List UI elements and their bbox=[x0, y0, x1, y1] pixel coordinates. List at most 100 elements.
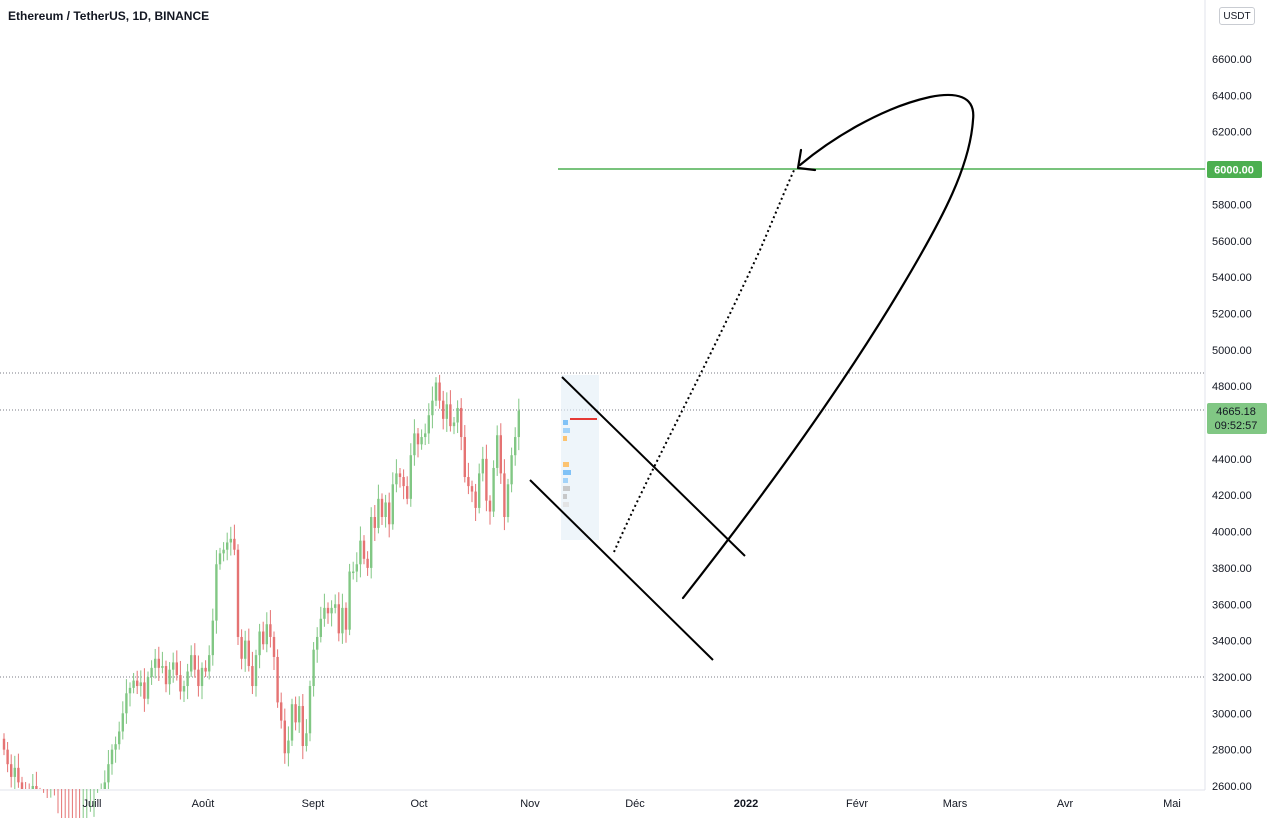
bullish-candle bbox=[308, 686, 312, 734]
bearish-candle bbox=[2, 738, 6, 750]
price-axis[interactable]: 2600.00 2800.00 3000.00 3200.00 3400.00 3600.… bbox=[1212, 54, 1252, 793]
bullish-candle bbox=[182, 686, 186, 692]
bullish-candle bbox=[128, 687, 132, 694]
bullish-candle bbox=[341, 607, 344, 634]
bullish-candle bbox=[132, 680, 135, 688]
volume-profile-bars bbox=[563, 420, 571, 507]
bullish-candle bbox=[107, 764, 110, 783]
bearish-candle bbox=[175, 662, 178, 676]
bullish-candle bbox=[290, 704, 294, 741]
bearish-candle bbox=[283, 720, 286, 754]
bullish-candle bbox=[298, 706, 301, 723]
bearish-candle bbox=[197, 669, 200, 687]
bullish-candle bbox=[190, 655, 193, 672]
price-tick-label: 4400.00 bbox=[1212, 454, 1252, 466]
chart-title: Ethereum / TetherUS, 1D, BINANCE bbox=[8, 9, 210, 23]
bullish-candle bbox=[218, 553, 222, 565]
channel-lower-line[interactable] bbox=[529, 479, 714, 661]
bearish-candle bbox=[179, 675, 182, 692]
bullish-candle bbox=[445, 404, 448, 419]
time-tick-label: Déc bbox=[625, 798, 645, 810]
bullish-candle bbox=[434, 382, 438, 401]
price-tick-label: 3800.00 bbox=[1212, 563, 1252, 575]
time-axis[interactable]: Juill Août Sept Oct Nov Déc 2022 Févr Mars Avr Mai bbox=[83, 798, 1181, 810]
bearish-candle bbox=[467, 477, 470, 487]
bearish-candle bbox=[362, 540, 366, 559]
bullish-candle bbox=[168, 669, 171, 685]
bearish-candle bbox=[474, 491, 477, 508]
bearish-candle bbox=[337, 604, 340, 634]
bearish-candle bbox=[402, 477, 405, 487]
bullish-candle bbox=[229, 538, 232, 543]
bearish-candle bbox=[240, 636, 243, 659]
bullish-candle bbox=[510, 455, 513, 485]
bullish-candle bbox=[244, 640, 247, 659]
bearish-candle bbox=[233, 538, 236, 550]
price-tick-label: 5200.00 bbox=[1212, 308, 1252, 320]
bullish-candle bbox=[312, 649, 315, 687]
time-tick-label: Sept bbox=[302, 798, 325, 810]
time-tick-label: Mai bbox=[1163, 798, 1181, 810]
bullish-candle bbox=[391, 484, 394, 525]
price-tick-label: 3000.00 bbox=[1212, 708, 1252, 720]
price-tick-label: 4200.00 bbox=[1212, 490, 1252, 502]
bearish-candle bbox=[344, 607, 348, 630]
bearish-candle bbox=[373, 517, 376, 528]
bullish-candle bbox=[208, 655, 211, 672]
volume-profile-bar bbox=[563, 428, 570, 433]
volume-profile-bar bbox=[563, 478, 568, 483]
bullish-candle bbox=[481, 458, 484, 474]
price-tick-label: 3400.00 bbox=[1212, 636, 1252, 648]
time-tick-label: Avr bbox=[1057, 798, 1074, 810]
volume-profile-bar bbox=[563, 436, 567, 441]
bearish-candle bbox=[280, 702, 283, 721]
currency-button[interactable]: USDT bbox=[1219, 7, 1255, 25]
bullish-candle bbox=[370, 517, 373, 568]
bearish-candle bbox=[272, 636, 276, 657]
bearish-candle bbox=[503, 473, 506, 518]
bullish-candle bbox=[114, 744, 117, 750]
price-tick-label: 6600.00 bbox=[1212, 54, 1252, 66]
bearish-candle bbox=[10, 764, 13, 777]
bullish-candle bbox=[258, 631, 261, 656]
time-tick-label: 2022 bbox=[734, 798, 758, 810]
bearish-candle bbox=[301, 706, 304, 747]
bearish-candle bbox=[247, 640, 250, 667]
bullish-candle bbox=[287, 740, 290, 754]
volume-profile-bar bbox=[563, 502, 569, 507]
bullish-candle bbox=[319, 618, 322, 637]
volume-profile-bar bbox=[563, 462, 569, 467]
bullish-candle bbox=[31, 786, 34, 789]
channel-upper-line[interactable] bbox=[561, 376, 746, 557]
time-tick-label: Août bbox=[192, 798, 215, 810]
bullish-candle bbox=[146, 676, 150, 699]
price-tick-label: 3600.00 bbox=[1212, 599, 1252, 611]
bullish-candle bbox=[478, 473, 481, 508]
bearish-candle bbox=[294, 704, 297, 723]
bearish-candle bbox=[276, 656, 279, 703]
bearish-candle bbox=[398, 473, 402, 478]
bullish-candle bbox=[161, 666, 164, 668]
price-tick-label: 2800.00 bbox=[1212, 745, 1252, 757]
current-price-value: 4665.18 bbox=[1216, 406, 1256, 418]
bullish-candle bbox=[420, 437, 423, 445]
bearish-candle bbox=[449, 404, 452, 427]
bullish-candle bbox=[359, 540, 362, 565]
volume-profile-bar bbox=[563, 494, 567, 499]
bearish-candle bbox=[438, 382, 441, 401]
bearish-candle bbox=[157, 658, 160, 668]
current-price-badge: 4665.18 09:52:57 bbox=[1207, 403, 1267, 434]
bullish-candle bbox=[413, 433, 416, 456]
bullish-candle bbox=[431, 400, 434, 416]
bearish-candle bbox=[164, 666, 168, 685]
bullish-candle bbox=[384, 502, 387, 518]
price-tick-label: 2600.00 bbox=[1212, 781, 1252, 793]
bullish-candle bbox=[514, 437, 517, 456]
volume-profile-bar bbox=[563, 420, 568, 425]
bearish-candle bbox=[17, 767, 20, 783]
bearish-candle bbox=[236, 549, 240, 637]
hand-drawn-arrow[interactable] bbox=[681, 93, 975, 600]
price-tick-label: 4800.00 bbox=[1212, 381, 1252, 393]
bullish-candle bbox=[452, 422, 456, 427]
